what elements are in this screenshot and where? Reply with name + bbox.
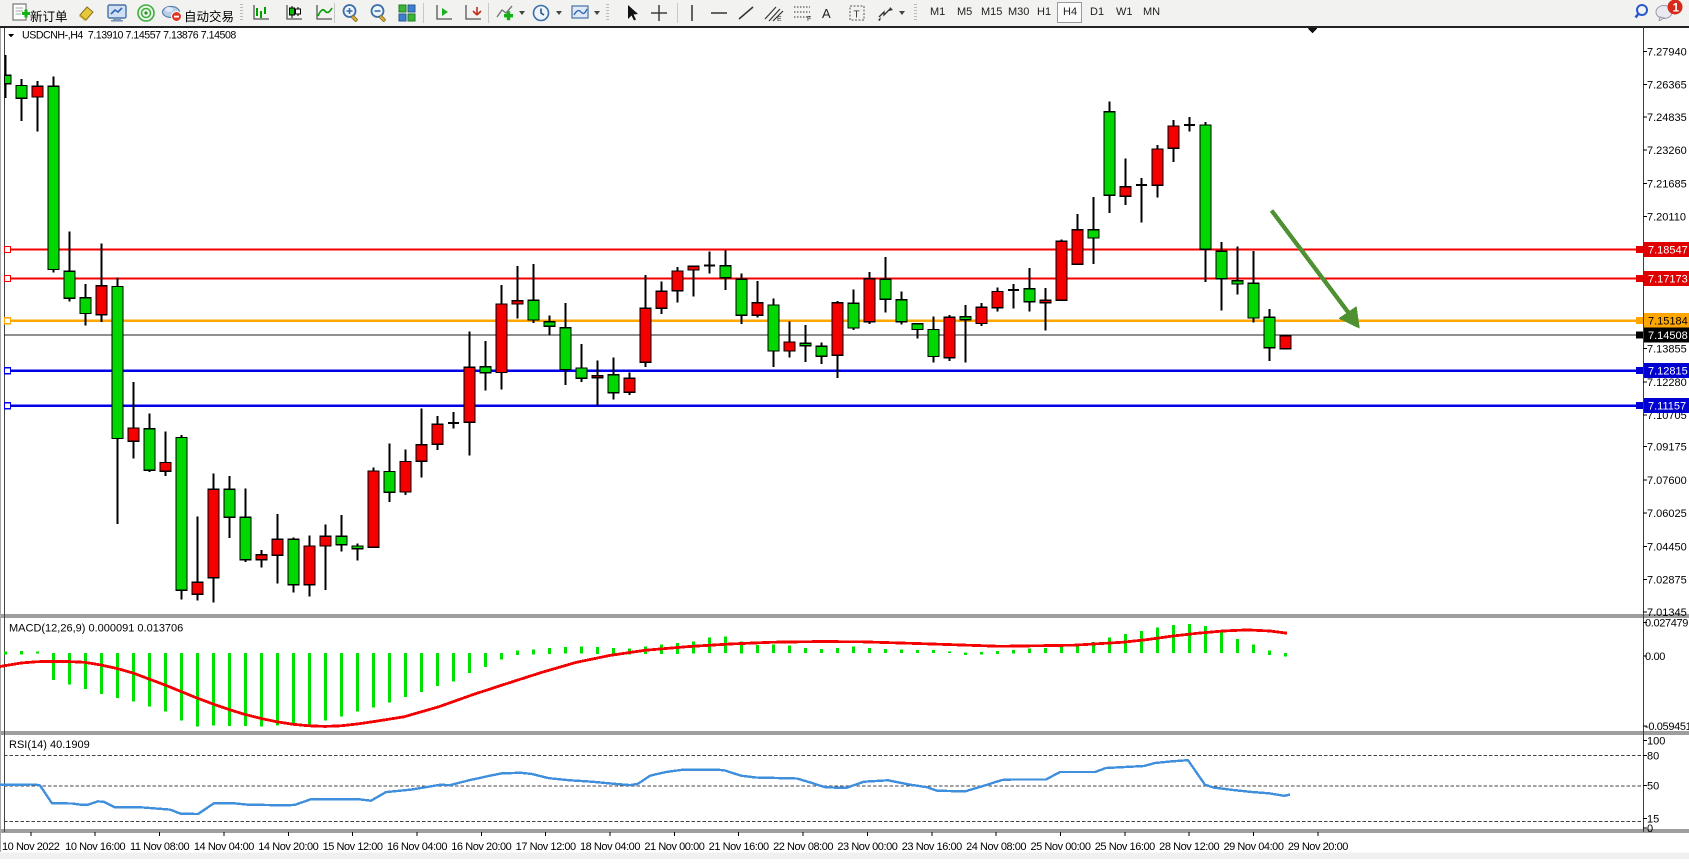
svg-text:15: 15 (1647, 814, 1659, 826)
svg-text:7.13855: 7.13855 (1647, 344, 1687, 356)
svg-text:7.09175: 7.09175 (1647, 442, 1687, 454)
svg-text:14 Nov 04:00: 14 Nov 04:00 (194, 841, 254, 853)
svg-text:0.00: 0.00 (1645, 651, 1665, 663)
svg-text:F: F (807, 16, 811, 22)
svg-text:7.18547: 7.18547 (1648, 245, 1688, 257)
svg-text:7.23260: 7.23260 (1647, 145, 1687, 157)
svg-text:24 Nov 08:00: 24 Nov 08:00 (966, 841, 1026, 853)
svg-text:25 Nov 16:00: 25 Nov 16:00 (1095, 841, 1155, 853)
svg-text:16 Nov 04:00: 16 Nov 04:00 (387, 841, 447, 853)
svg-text:T: T (854, 10, 860, 21)
svg-text:MACD(12,26,9) 0.000091 0.01370: MACD(12,26,9) 0.000091 0.013706 (9, 623, 183, 635)
svg-text:7.07600: 7.07600 (1647, 475, 1687, 487)
svg-text:28 Nov 12:00: 28 Nov 12:00 (1159, 841, 1219, 853)
svg-text:E: E (777, 16, 782, 22)
svg-text:-0.059451: -0.059451 (1645, 721, 1689, 733)
svg-text:10 Nov 16:00: 10 Nov 16:00 (65, 841, 125, 853)
svg-text:80: 80 (1647, 751, 1659, 763)
svg-text:21 Nov 16:00: 21 Nov 16:00 (709, 841, 769, 853)
svg-text:29 Nov 20:00: 29 Nov 20:00 (1288, 841, 1348, 853)
svg-text:10 Nov 2022: 10 Nov 2022 (2, 841, 60, 853)
svg-text:0: 0 (1647, 823, 1653, 835)
svg-text:21 Nov 00:00: 21 Nov 00:00 (644, 841, 704, 853)
svg-text:29 Nov 04:00: 29 Nov 04:00 (1223, 841, 1283, 853)
svg-text:USDCNH-,H4 7.13910 7.14557 7.: USDCNH-,H4 7.13910 7.14557 7.13876 7.145… (22, 30, 236, 42)
svg-text:100: 100 (1647, 736, 1665, 748)
svg-text:7.02875: 7.02875 (1647, 575, 1687, 587)
svg-text:7.01345: 7.01345 (1647, 607, 1687, 619)
svg-text:23 Nov 00:00: 23 Nov 00:00 (837, 841, 897, 853)
svg-text:14 Nov 20:00: 14 Nov 20:00 (258, 841, 318, 853)
svg-text:22 Nov 08:00: 22 Nov 08:00 (773, 841, 833, 853)
svg-text:7.27940: 7.27940 (1647, 46, 1687, 58)
svg-text:7.11157: 7.11157 (1648, 401, 1686, 413)
svg-text:50: 50 (1647, 781, 1659, 793)
svg-text:7.06025: 7.06025 (1647, 508, 1687, 520)
svg-text:7.21685: 7.21685 (1647, 178, 1687, 190)
svg-text:18 Nov 04:00: 18 Nov 04:00 (580, 841, 640, 853)
svg-text:25 Nov 00:00: 25 Nov 00:00 (1030, 841, 1090, 853)
svg-text:7.14508: 7.14508 (1648, 330, 1688, 342)
svg-text:7.24835: 7.24835 (1647, 112, 1687, 124)
svg-text:15 Nov 12:00: 15 Nov 12:00 (323, 841, 383, 853)
svg-text:23 Nov 16:00: 23 Nov 16:00 (902, 841, 962, 853)
svg-text:1: 1 (1673, 3, 1680, 15)
svg-text:11 Nov 08:00: 11 Nov 08:00 (130, 841, 190, 853)
svg-text:7.17173: 7.17173 (1648, 274, 1688, 286)
svg-text:7.12815: 7.12815 (1648, 366, 1688, 378)
svg-text:RSI(14) 40.1909: RSI(14) 40.1909 (9, 739, 90, 751)
svg-text:0.027479: 0.027479 (1645, 618, 1688, 630)
svg-text:7.04450: 7.04450 (1647, 541, 1687, 553)
svg-text:7.20110: 7.20110 (1647, 212, 1686, 224)
svg-text:17 Nov 12:00: 17 Nov 12:00 (516, 841, 576, 853)
svg-text:7.12280: 7.12280 (1647, 377, 1687, 389)
svg-text:7.26365: 7.26365 (1647, 80, 1687, 92)
svg-text:7.15184: 7.15184 (1648, 316, 1688, 328)
svg-text:16 Nov 20:00: 16 Nov 20:00 (451, 841, 511, 853)
